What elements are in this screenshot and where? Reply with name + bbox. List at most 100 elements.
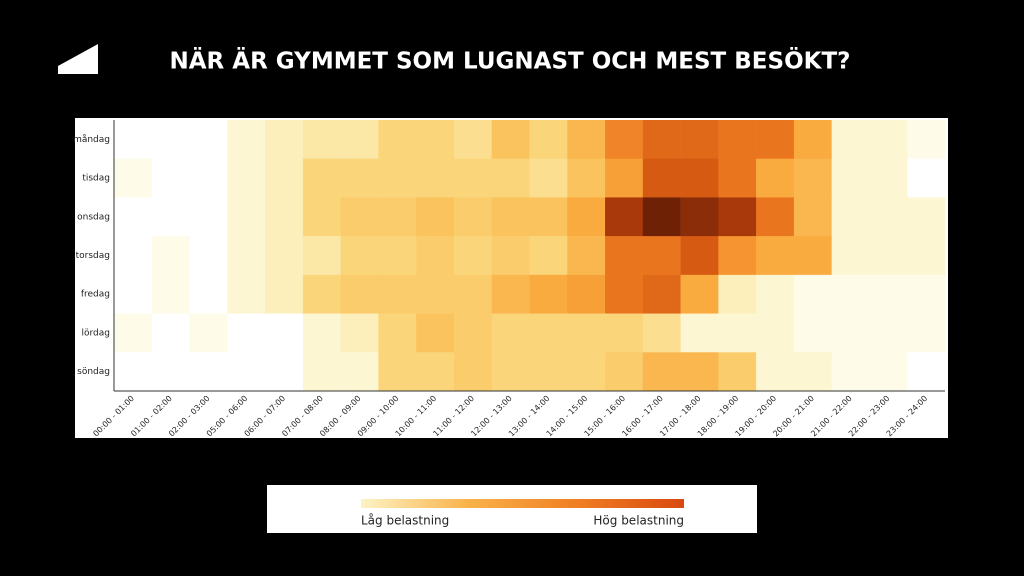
heat-cell: [302, 197, 341, 237]
heat-cell: [718, 197, 757, 237]
legend-high: Hög belastning: [593, 514, 684, 528]
heat-cell: [416, 120, 455, 160]
heat-cell: [567, 313, 606, 353]
heat-cell: [114, 158, 153, 198]
heat-cell: [718, 313, 757, 353]
heat-cell: [793, 236, 832, 276]
heat-cell: [793, 352, 832, 392]
heat-cell: [793, 313, 832, 353]
heat-cell: [907, 313, 946, 353]
heat-cell: [378, 158, 417, 198]
heat-cell: [151, 313, 190, 353]
heat-cell: [340, 197, 379, 237]
heat-cell: [151, 197, 190, 237]
heat-cell: [756, 197, 795, 237]
heat-cell: [756, 158, 795, 198]
heat-cell: [756, 120, 795, 160]
heat-cell: [227, 313, 266, 353]
heat-cell: [265, 352, 304, 392]
heat-cell: [114, 236, 153, 276]
heat-cell: [302, 236, 341, 276]
heat-cell: [567, 274, 606, 314]
heat-cell: [340, 158, 379, 198]
heat-cell: [831, 236, 870, 276]
heat-cell: [491, 120, 530, 160]
heat-cell: [680, 313, 719, 353]
y-tick-label: måndag: [73, 134, 110, 145]
logo: [58, 44, 98, 74]
heat-cell: [491, 236, 530, 276]
heat-cell: [718, 352, 757, 392]
heat-cell: [189, 236, 228, 276]
heat-cell: [567, 120, 606, 160]
heat-cell: [642, 313, 681, 353]
heat-cell: [605, 313, 644, 353]
heat-cell: [907, 352, 946, 392]
heat-cell: [340, 352, 379, 392]
heat-cell: [756, 274, 795, 314]
heat-cell: [114, 197, 153, 237]
heat-cell: [793, 158, 832, 198]
heat-cell: [567, 236, 606, 276]
heat-cell: [265, 120, 304, 160]
heat-cell: [831, 313, 870, 353]
heat-cell: [416, 274, 455, 314]
heat-cell: [491, 274, 530, 314]
heat-cell: [718, 158, 757, 198]
y-tick-label: onsdag: [77, 212, 110, 222]
heat-cell: [378, 352, 417, 392]
heat-cell: [680, 352, 719, 392]
heat-cell: [302, 120, 341, 160]
heat-cell: [831, 197, 870, 237]
heat-cell: [605, 158, 644, 198]
heat-cell: [378, 274, 417, 314]
heat-cell: [907, 120, 946, 160]
heat-cell: [453, 313, 493, 353]
heat-cell: [114, 274, 153, 314]
heat-cell: [529, 313, 568, 353]
heat-cell: [831, 352, 870, 392]
heat-cell: [302, 313, 341, 353]
heat-cell: [189, 274, 228, 314]
heat-cell: [227, 352, 266, 392]
heat-cell: [605, 352, 644, 392]
heat-cell: [302, 274, 341, 314]
heat-cell: [869, 120, 908, 160]
heat-cell: [605, 236, 644, 276]
heat-cell: [265, 197, 304, 237]
y-tick-label: torsdag: [76, 251, 110, 261]
heat-cell: [907, 197, 946, 237]
heat-cell: [340, 274, 379, 314]
heat-cell: [302, 352, 341, 392]
heat-cell: [378, 120, 417, 160]
heat-cell: [378, 236, 417, 276]
heat-cell: [453, 197, 493, 237]
heat-cell: [680, 197, 719, 237]
y-tick-label: tisdag: [82, 174, 110, 184]
heat-cell: [302, 158, 341, 198]
heat-cell: [718, 236, 757, 276]
heat-cell: [227, 120, 266, 160]
colorbar: [361, 499, 684, 508]
heat-cell: [378, 313, 417, 353]
heat-cell: [793, 274, 832, 314]
y-tick-label: fredag: [81, 290, 110, 300]
heat-cell: [416, 352, 455, 392]
heat-cell: [869, 158, 908, 198]
heat-cell: [529, 236, 568, 276]
heat-cell: [756, 236, 795, 276]
heat-cell: [227, 197, 266, 237]
heat-cell: [453, 274, 493, 314]
heat-cell: [227, 236, 266, 276]
heat-cell: [378, 197, 417, 237]
heat-cell: [529, 274, 568, 314]
heat-cell: [151, 352, 190, 392]
heat-cell: [529, 120, 568, 160]
heat-cell: [567, 197, 606, 237]
heat-cell: [529, 158, 568, 198]
heat-cell: [491, 313, 530, 353]
heat-cell: [793, 120, 832, 160]
heat-cell: [756, 352, 795, 392]
y-tick-label: söndag: [77, 367, 110, 377]
heat-cell: [453, 352, 493, 392]
